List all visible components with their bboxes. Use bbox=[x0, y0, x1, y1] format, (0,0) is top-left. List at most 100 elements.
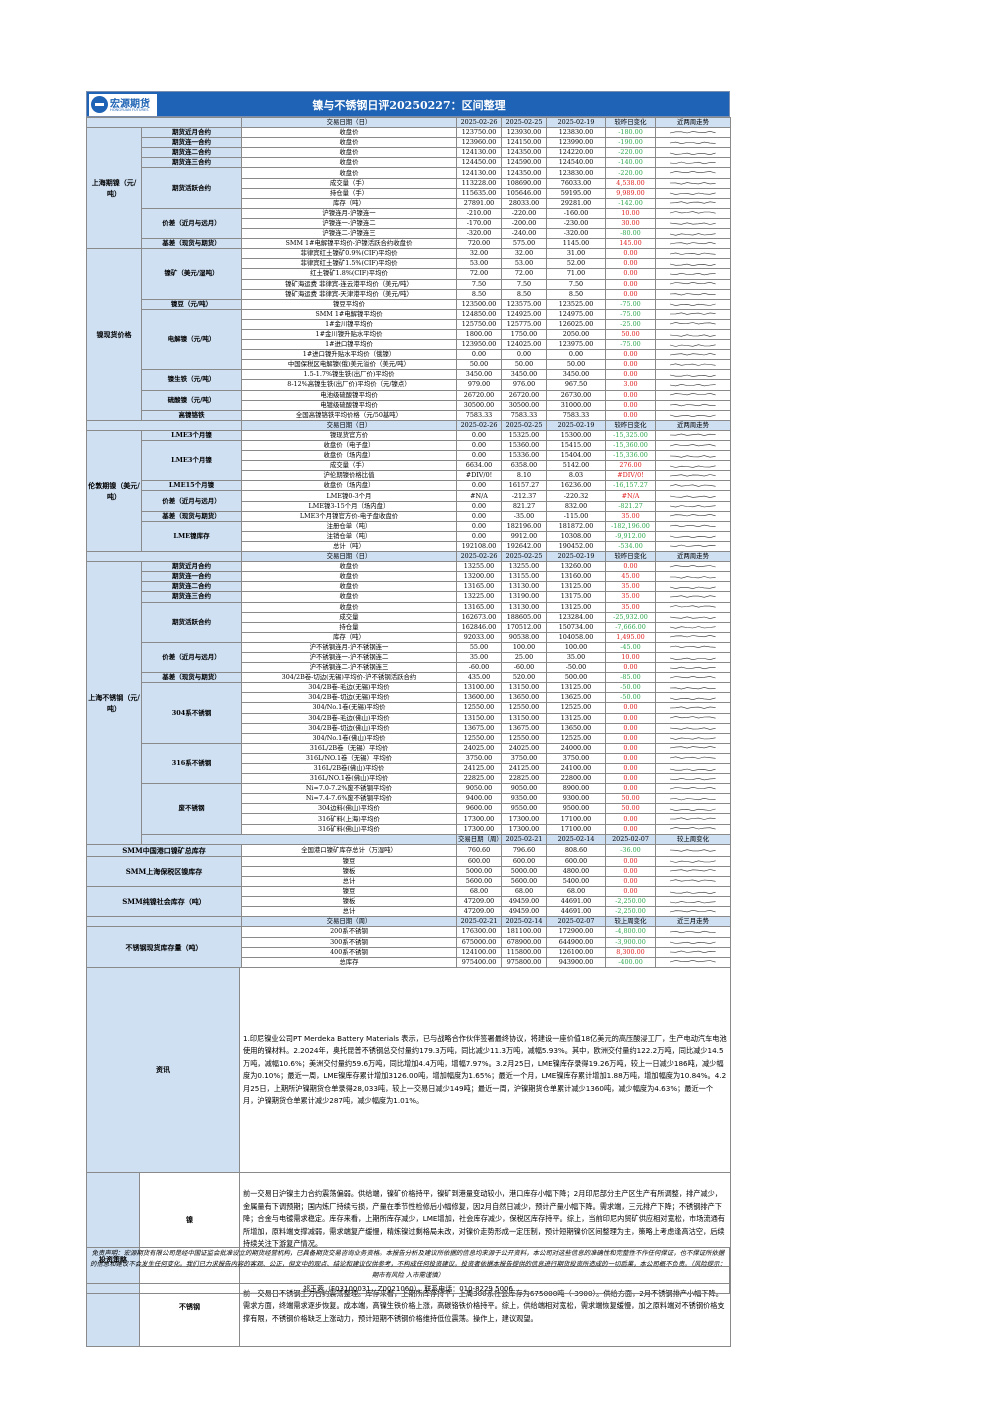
table-row: 400系不锈钢 124100.00 115800.00 126100.00 8,300.… bbox=[87, 946, 731, 958]
table-row: 废不锈钢 Ni≈7.0-7.2%废不锈钢平均价 9050.00 9050.00 8900… bbox=[87, 783, 731, 835]
trend-cell bbox=[655, 896, 731, 908]
value-cell: 190452.00 bbox=[546, 540, 606, 553]
subsection-label: 期货活跃合约 bbox=[141, 601, 242, 643]
value-cell: 15360.00 bbox=[501, 439, 547, 452]
table-row: 期货活跃合约 收盘价 124130.00 124350.00 123830.00 -220… bbox=[87, 167, 731, 209]
section-label: 镍现货价格 bbox=[86, 248, 142, 421]
nickel-strategy-text: 前一交易日沪镍主力合约震荡偏弱。供给端，镍矿价格持平，镍矿到港量变动较小，港口库… bbox=[239, 1172, 731, 1267]
value-cell: 31.00 bbox=[546, 248, 606, 260]
trend-cell bbox=[655, 460, 731, 472]
indicator-name: 1#进口镍平均价 bbox=[241, 339, 457, 351]
trend-sparkline-icon bbox=[669, 768, 716, 771]
value-cell: 123525.00 bbox=[546, 298, 606, 310]
value-cell: 600.00 bbox=[456, 855, 502, 867]
trend-sparkline-icon bbox=[669, 322, 716, 325]
change-cell: 0.00 bbox=[605, 561, 656, 573]
indicator-name: 316L/2B卷（无锡）平均价 bbox=[241, 742, 457, 754]
value-cell: 8.03 bbox=[546, 470, 606, 482]
section-label: SMM中国港口镍矿总库存 bbox=[86, 843, 242, 857]
indicator-name: 1#进口镍升贴水平均价（俄镍） bbox=[241, 349, 457, 361]
trend-sparkline-icon bbox=[669, 434, 716, 437]
value-cell: 123750.00 bbox=[456, 127, 502, 139]
indicator-name: 镍豆 bbox=[241, 886, 457, 898]
change-cell: 0.00 bbox=[605, 662, 656, 674]
trend-cell bbox=[655, 308, 731, 320]
trend-sparkline-icon bbox=[669, 484, 716, 487]
table-row: 沪伦期镍价格比值 #DIV/0! 8.10 8.03 #DIV/0! bbox=[87, 470, 731, 482]
subsection-label: 期货连一合约 bbox=[141, 571, 242, 583]
table-row: 基差（现货与期货） LME3个月镍官方价-电子盘收盘价 0.00 -35.00 -115… bbox=[87, 510, 731, 522]
change-cell: -80.00 bbox=[605, 228, 656, 240]
value-cell: 5600.00 bbox=[501, 875, 547, 888]
value-cell: 50.00 bbox=[501, 359, 547, 371]
value-cell: 5600.00 bbox=[456, 875, 502, 888]
indicator-name: 316矿料(上海)平均价 bbox=[241, 813, 457, 825]
indicator-name: 收盘价（场内盘） bbox=[241, 450, 457, 462]
indicator-name: LME3个月镍官方价-电子盘收盘价 bbox=[241, 510, 457, 522]
trend-sparkline-icon bbox=[670, 575, 716, 579]
trend-cell bbox=[655, 773, 731, 785]
trend-sparkline-icon bbox=[669, 374, 716, 377]
logo-mark-icon bbox=[91, 96, 108, 113]
section-label: SMM上海保税区镍库存 bbox=[86, 855, 242, 888]
table-row: 期货连三合约 收盘价 13225.00 13190.00 13175.00 35.00 bbox=[87, 591, 731, 603]
value-cell: 8.10 bbox=[501, 470, 547, 482]
table-row: 镍板 47209.00 49459.00 44691.00 -2,250.00 bbox=[87, 896, 731, 908]
value-cell: 943900.00 bbox=[546, 956, 606, 968]
indicator-name: 收盘价（电子盘） bbox=[241, 439, 457, 452]
trend-cell bbox=[655, 571, 731, 583]
change-cell: -190.00 bbox=[605, 137, 656, 149]
table-row: 沪镍连一-沪镍连二 -170.00 -200.00 -230.00 30.00 bbox=[87, 217, 731, 230]
value-cell: 25.00 bbox=[501, 651, 547, 664]
value-cell: 123500.00 bbox=[456, 298, 502, 310]
trend-cell bbox=[655, 228, 731, 240]
value-cell: 17300.00 bbox=[501, 813, 547, 825]
value-cell: 3750.00 bbox=[456, 752, 502, 765]
change-cell: 8,300.00 bbox=[605, 946, 656, 958]
column-header: 较昨日变化 bbox=[605, 551, 656, 563]
value-cell: -230.00 bbox=[546, 217, 606, 230]
trend-cell bbox=[655, 662, 731, 674]
company-logo: 宏源期货 HONGYUAN FUTURES bbox=[89, 94, 157, 116]
value-cell: 5000.00 bbox=[456, 865, 502, 877]
table-row: 上海期镍（元/吨） 期货近月合约 收盘价 123750.00 123930.00 1238… bbox=[86, 127, 731, 250]
value-cell: 7.50 bbox=[456, 278, 502, 290]
trend-sparkline-icon bbox=[669, 232, 716, 236]
indicator-name: 304/2B卷-切边(无锡)平均价-沪不锈钢活跃合约 bbox=[241, 672, 457, 684]
indicator-name: 镍矿海运费 菲律宾-连云港平均价（美元/吨） bbox=[241, 278, 457, 290]
value-cell: 3450.00 bbox=[546, 369, 606, 381]
value-cell: 108690.00 bbox=[501, 177, 547, 189]
value-cell: 796.60 bbox=[501, 843, 547, 857]
value-cell: 16157.27 bbox=[501, 480, 547, 492]
column-header: 交易日期（周） bbox=[241, 916, 457, 928]
trend-cell bbox=[655, 157, 731, 169]
trend-sparkline-icon bbox=[669, 950, 716, 954]
indicator-name: 收盘价 bbox=[241, 167, 457, 179]
value-cell: 47209.00 bbox=[456, 906, 502, 918]
trend-cell bbox=[655, 712, 731, 724]
trend-cell bbox=[655, 318, 731, 330]
table-row: 期货活跃合约 收盘价 13165.00 13130.00 13125.00 35.00 bbox=[87, 601, 731, 643]
indicator-name: 304/2B卷-切边(无锡)平均价 bbox=[241, 692, 457, 704]
subsection-label: 镍矿（美元/湿吨） bbox=[141, 248, 242, 300]
value-cell: 500.00 bbox=[546, 672, 606, 684]
table-row: 价差（近月与远月） 沪不锈钢连月-沪不锈钢连一 55.00 100.00 100.00-… bbox=[87, 641, 731, 674]
value-cell: 35.00 bbox=[546, 651, 606, 664]
change-cell: -75.00 bbox=[605, 339, 656, 351]
value-cell: -60.00 bbox=[456, 662, 502, 674]
column-header: 交易日期（周） bbox=[456, 833, 502, 845]
value-cell: 13150.00 bbox=[456, 712, 502, 724]
table-row: 基差（现货与期货） SMM 1#电解镍平均价-沪镍活跃合约收盘价 720.00 575… bbox=[87, 238, 731, 250]
trend-sparkline-icon bbox=[669, 241, 716, 245]
change-cell: -85.00 bbox=[605, 672, 656, 684]
column-header: 交易日期（日） bbox=[241, 419, 457, 431]
date-header-row: 交易日期（周） 2025-02-21 2025-02-14 2025-02-07 较上周… bbox=[86, 916, 731, 928]
value-cell: -220.00 bbox=[501, 207, 547, 219]
value-cell: 124100.00 bbox=[456, 946, 502, 958]
indicator-name: 400系不锈钢 bbox=[241, 946, 457, 958]
subsection-label: 高镍铬铁 bbox=[141, 409, 242, 421]
trend-sparkline-icon bbox=[669, 352, 716, 356]
value-cell: 68.00 bbox=[456, 886, 502, 898]
value-cell: 49459.00 bbox=[501, 896, 547, 908]
indicator-name: Ni≈7.4-7.6%废不锈钢平均价 bbox=[241, 793, 457, 805]
